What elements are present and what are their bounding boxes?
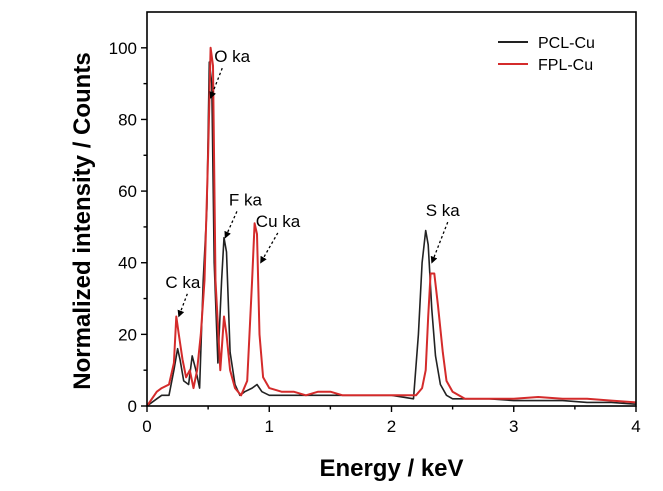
annotation-arrow	[430, 221, 449, 264]
y-tick-label: 80	[118, 110, 137, 129]
y-tick-label: 60	[118, 182, 137, 201]
series-layer	[146, 46, 637, 407]
annotation-label: F ka	[229, 190, 263, 209]
annotation-arrow	[177, 293, 188, 318]
y-tick-label: 40	[118, 254, 137, 273]
legend-label-fpl-cu: FPL-Cu	[538, 57, 593, 74]
legend-label-pcl-cu: PCL-Cu	[538, 35, 595, 52]
annotation-arrow	[224, 211, 238, 239]
x-tick-label: 3	[509, 417, 518, 436]
annotation-label: C ka	[165, 273, 201, 292]
x-tick-label: 1	[265, 417, 274, 436]
annotation-label: Cu ka	[256, 212, 301, 231]
x-tick-label: 4	[631, 417, 640, 436]
x-axis-title: Energy / keV	[319, 455, 463, 482]
legend: PCL-Cu FPL-Cu	[498, 35, 595, 74]
series-line-fpl-cu	[146, 46, 637, 407]
annotation-arrow	[260, 232, 279, 264]
annotation-label: S ka	[426, 201, 461, 220]
y-tick-label: 0	[128, 397, 137, 416]
annotations-layer: C ka O ka F ka Cu ka S ka	[165, 47, 461, 318]
x-tick-label: 2	[387, 417, 396, 436]
y-tick-label: 100	[109, 39, 137, 58]
y-axis-title: Normalized intensity / Counts	[69, 52, 96, 389]
annotation-label: O ka	[214, 47, 250, 66]
annotation-arrow	[209, 67, 223, 99]
series-line-pcl-cu	[146, 61, 637, 407]
y-tick-label: 20	[118, 325, 137, 344]
x-tick-label: 0	[142, 417, 151, 436]
